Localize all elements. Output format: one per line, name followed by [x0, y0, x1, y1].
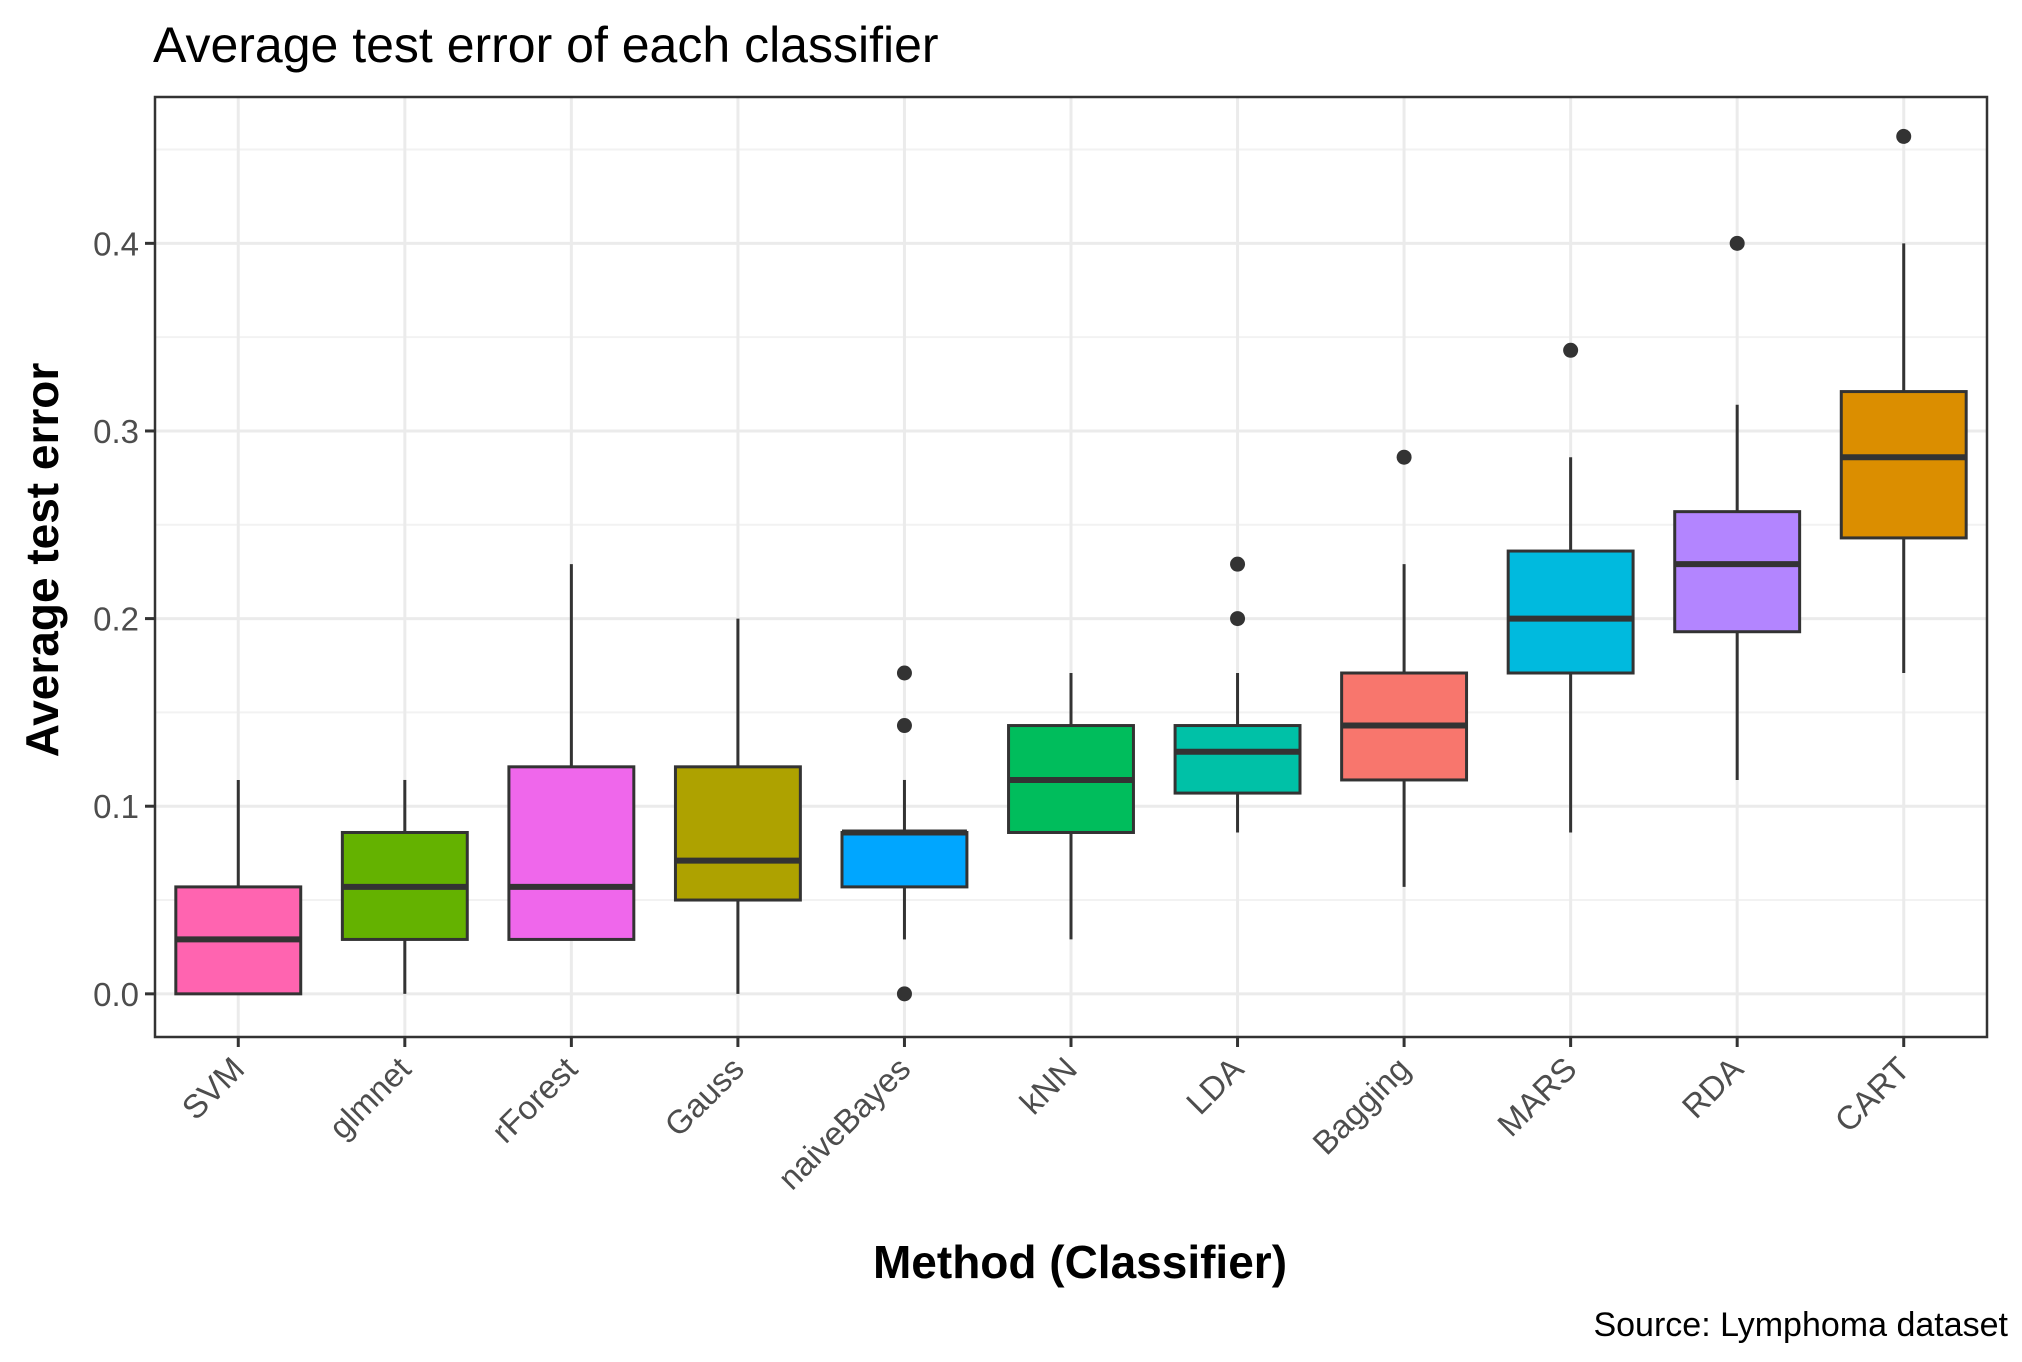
outlier-point — [1230, 611, 1246, 627]
outlier-point — [1396, 449, 1412, 465]
box-RDA — [1673, 235, 1802, 780]
x-tick-label: MARS — [1490, 1050, 1584, 1144]
x-tick-label: kNN — [1012, 1050, 1084, 1122]
y-tick-label: 0.1 — [93, 788, 139, 825]
chart-title: Average test error of each classifier — [153, 17, 939, 73]
outlier-point — [896, 665, 912, 681]
y-tick-label: 0.2 — [93, 601, 139, 638]
box-MARS — [1506, 342, 1635, 833]
box-iqr — [840, 830, 969, 889]
chart-caption: Source: Lymphoma dataset — [1593, 1306, 2008, 1344]
box-SVM — [174, 779, 303, 996]
x-axis-title: Method (Classifier) — [873, 1236, 1287, 1288]
box-LDA — [1173, 556, 1302, 833]
box-iqr — [673, 765, 802, 902]
x-tick-label: RDA — [1675, 1050, 1750, 1125]
box-iqr — [1173, 724, 1302, 795]
x-tick-label: CART — [1827, 1050, 1916, 1139]
outlier-point — [1896, 128, 1912, 144]
box-iqr — [1839, 390, 1968, 540]
boxes — [174, 128, 1968, 1002]
box-iqr — [1673, 510, 1802, 634]
y-axis-title: Average test error — [16, 363, 68, 758]
box-glmnet — [340, 779, 469, 994]
outlier-point — [896, 718, 912, 734]
x-tick-label: naiveBayes — [771, 1050, 918, 1197]
box-iqr — [1506, 549, 1635, 675]
box-naiveBayes — [840, 665, 969, 1002]
box-Bagging — [1340, 449, 1469, 887]
x-tick-label: glmnet — [322, 1050, 418, 1146]
outlier-point — [1563, 342, 1579, 358]
box-CART — [1839, 128, 1968, 674]
x-tick-label: Gauss — [657, 1050, 751, 1144]
outlier-point — [1729, 235, 1745, 251]
box-rForest — [507, 564, 636, 941]
y-tick-label: 0.4 — [93, 225, 139, 262]
x-tick-label: Bagging — [1305, 1050, 1417, 1162]
box-iqr — [507, 765, 636, 941]
x-axis-ticks: SVM glmnet rForest Gauss naiveBayes kNN LDA Bag… — [174, 1037, 1917, 1197]
x-tick-label: LDA — [1179, 1050, 1251, 1122]
x-tick-label: SVM — [174, 1050, 251, 1127]
x-tick-label: rForest — [484, 1050, 584, 1150]
box-kNN — [1007, 673, 1135, 940]
y-axis-ticks: 0.0 0.1 0.2 0.3 0.4 — [93, 225, 155, 1013]
y-tick-label: 0.3 — [93, 413, 139, 450]
outlier-point — [896, 986, 912, 1002]
outlier-point — [1230, 556, 1246, 572]
box-Gauss — [673, 618, 802, 994]
y-tick-label: 0.0 — [93, 976, 139, 1013]
